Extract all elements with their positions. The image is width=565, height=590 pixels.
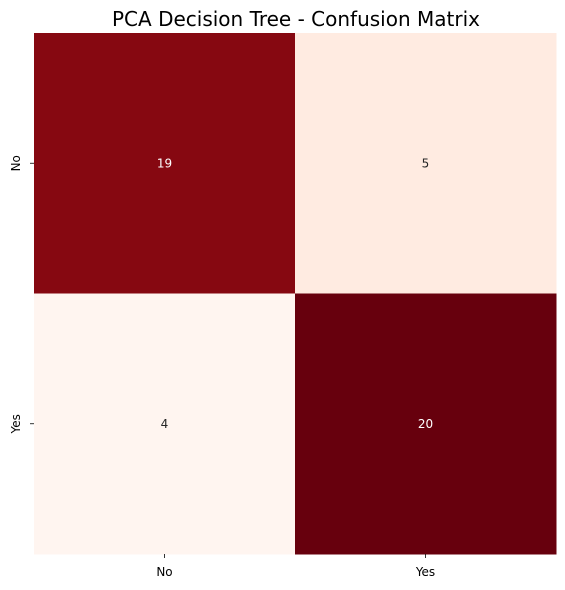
- x-axis: No Yes: [156, 554, 435, 579]
- cell-value-0-0: 19: [157, 156, 172, 170]
- cell-value-1-0: 4: [161, 417, 169, 431]
- x-tick-label-0: No: [156, 565, 172, 579]
- y-tick-label-0: No: [9, 155, 23, 171]
- cell-value-1-1: 20: [418, 417, 433, 431]
- chart-title: PCA Decision Tree - Confusion Matrix: [112, 7, 480, 31]
- x-tick-label-1: Yes: [415, 565, 435, 579]
- heatmap-cells: [34, 33, 557, 555]
- y-tick-label-1: Yes: [9, 414, 23, 434]
- y-axis: No Yes: [9, 155, 34, 434]
- cell-value-0-1: 5: [422, 156, 430, 170]
